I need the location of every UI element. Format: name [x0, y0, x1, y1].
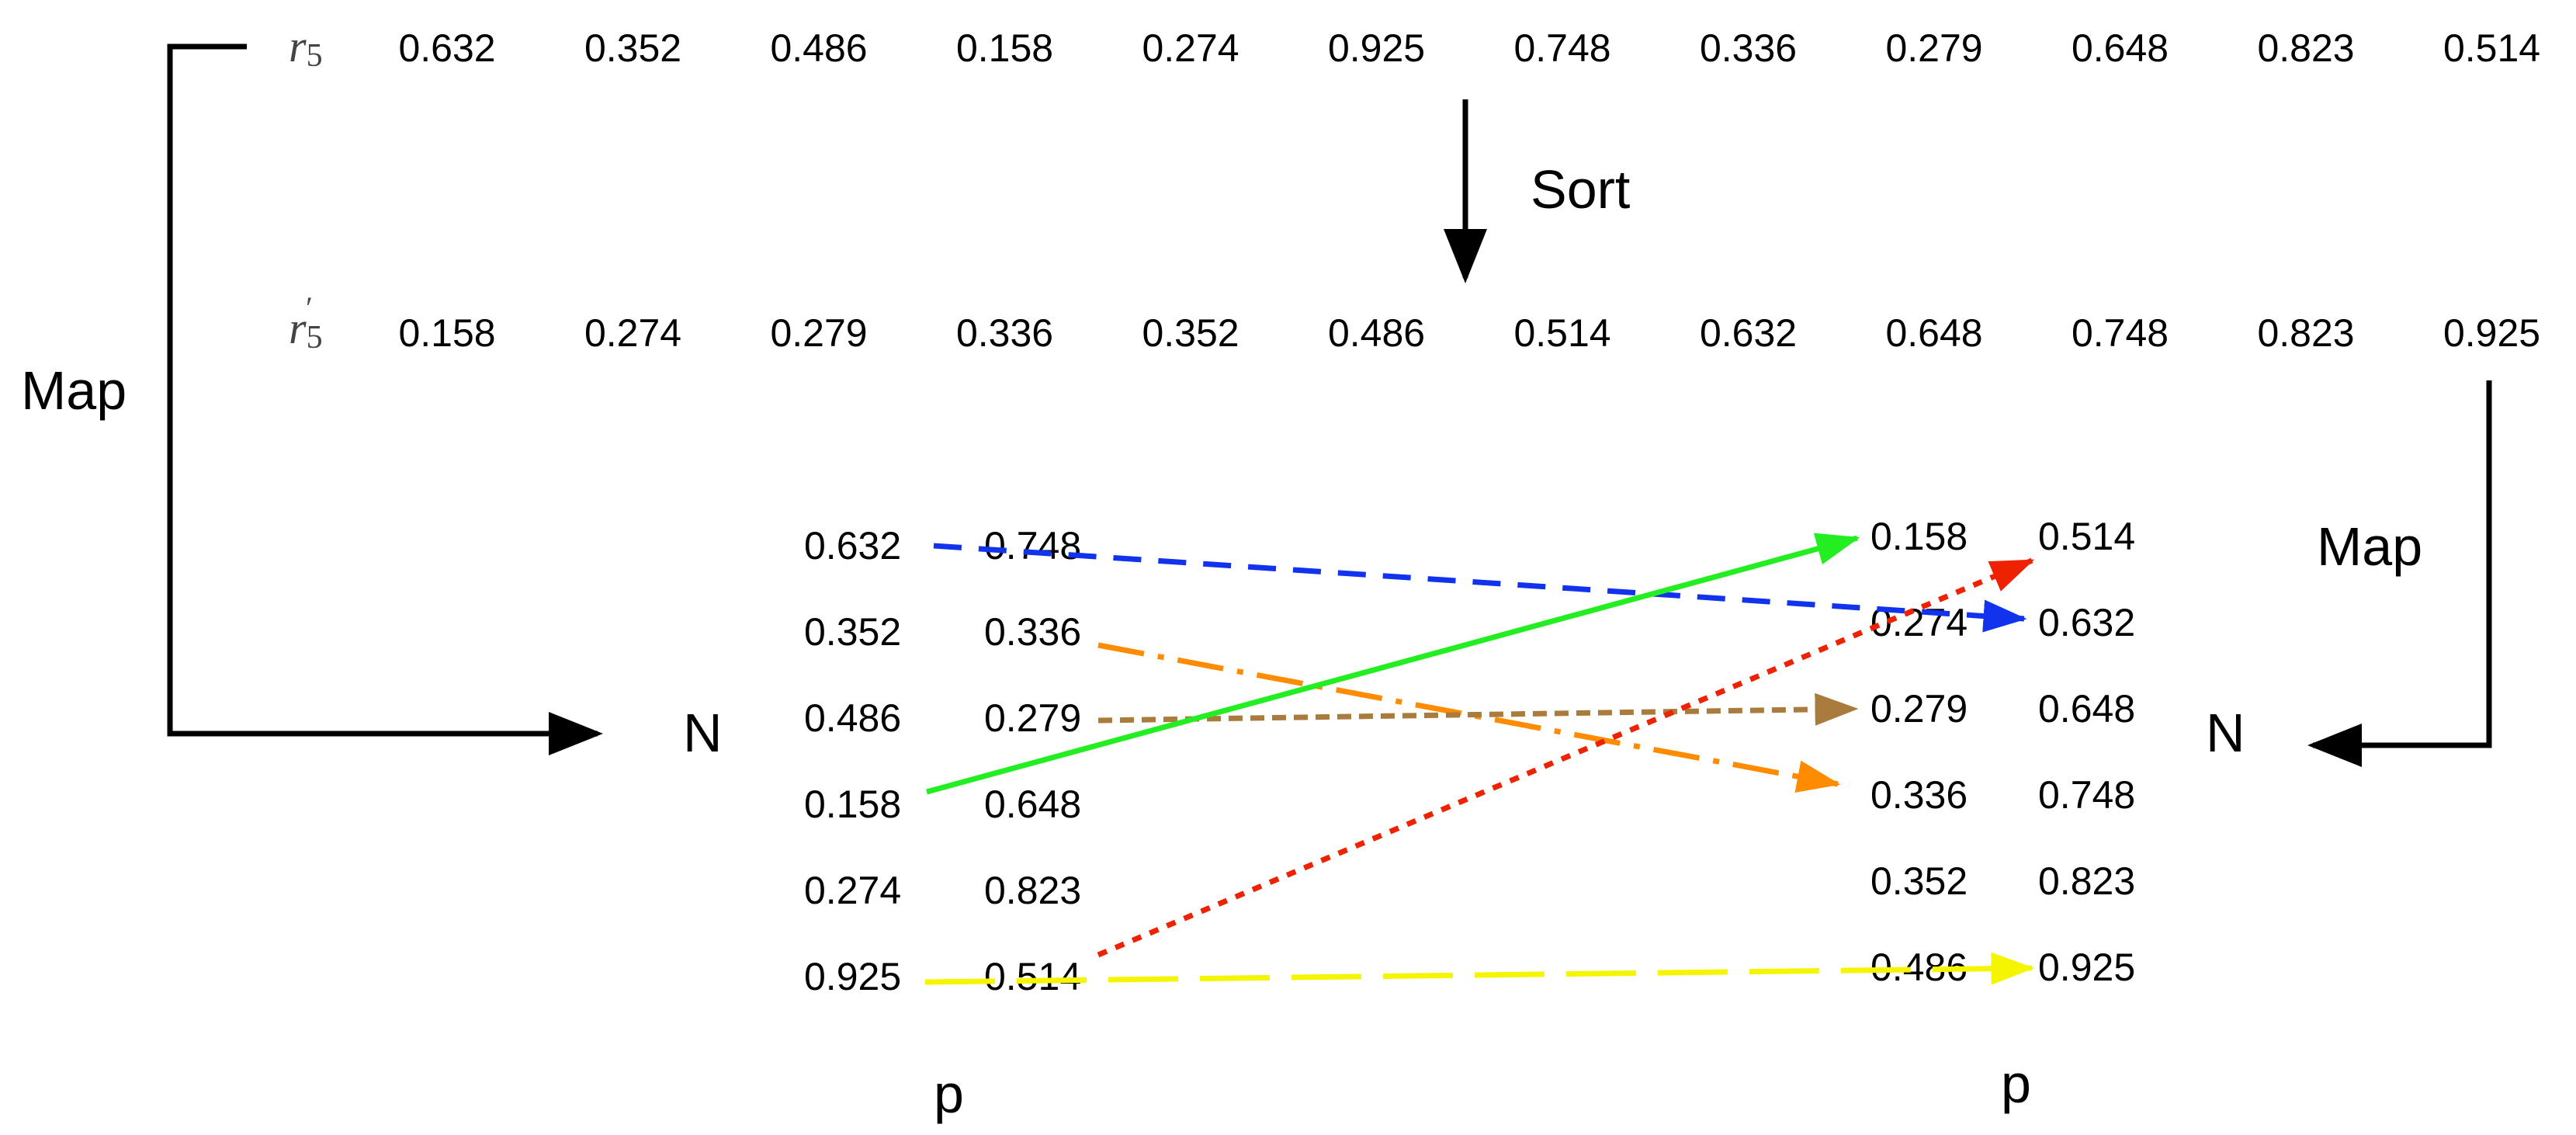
right-table-col2-cell: 0.632 — [2038, 601, 2135, 644]
r5-sorted-value: 0.514 — [1513, 311, 1610, 355]
right-p-label: p — [2001, 1053, 2031, 1114]
r5-sorted-value: 0.648 — [1885, 311, 1982, 355]
right-map-bracket — [2307, 380, 2492, 767]
blue-arrow — [933, 543, 2027, 633]
right-table-col2-cell: 0.648 — [2038, 687, 2135, 731]
r5-sorted-prime: ′ — [304, 290, 312, 325]
r5-value: 0.823 — [2257, 26, 2354, 70]
sort-label: Sort — [1531, 159, 1630, 220]
left-n-label: N — [683, 703, 723, 763]
right-table-col2-cell: 0.823 — [2038, 859, 2135, 903]
r5-value: 0.486 — [770, 26, 867, 70]
r5-label: r5 — [289, 21, 323, 74]
right-table-col2-cell: 0.748 — [2038, 773, 2135, 817]
left-p-label: p — [934, 1064, 964, 1124]
left-table: 0.632 0.352 0.486 0.158 0.274 0.925 0.748 0.336… — [804, 524, 1081, 998]
right-table-col2-cell: 0.514 — [2038, 515, 2135, 558]
orange-arrow — [1097, 642, 1841, 793]
right-n-label: N — [2206, 703, 2245, 763]
r5-value: 0.514 — [2443, 26, 2540, 70]
left-map-label: Map — [21, 360, 127, 421]
r5-sorted-value: 0.274 — [584, 311, 681, 355]
left-table-col1-cell: 0.632 — [804, 524, 901, 568]
r5-sorted-name: r — [289, 303, 307, 353]
r5-sorted-value: 0.925 — [2443, 311, 2540, 355]
r5-name: r — [289, 21, 307, 71]
yellow-arrow — [924, 952, 2035, 985]
r5-sorted-value: 0.336 — [956, 311, 1053, 355]
r5-value: 0.748 — [1513, 26, 1610, 70]
r5-sorted-subscript: 5 — [307, 320, 323, 356]
right-table-col1-cell: 0.336 — [1870, 773, 1968, 817]
r5-sorted-value: 0.632 — [1700, 311, 1797, 355]
r5-sorted-value: 0.823 — [2257, 311, 2354, 355]
left-table-col2-cell: 0.748 — [984, 524, 1081, 568]
r5-value: 0.158 — [956, 26, 1053, 70]
r5-sorted-value: 0.279 — [770, 311, 867, 355]
left-table-col2-cell: 0.823 — [984, 869, 1081, 912]
r5-subscript: 5 — [307, 38, 323, 74]
r5-value: 0.336 — [1700, 26, 1797, 70]
r5-sorted-label: r5′ — [289, 290, 323, 356]
right-table: 0.1580.2740.2790.3360.3520.4860.5140.632… — [1870, 515, 2135, 989]
right-map-label: Map — [2317, 516, 2422, 577]
left-table-col2-cell: 0.514 — [984, 955, 1081, 998]
brown-arrow — [1097, 692, 1859, 726]
left-table-col1-cell: 0.486 — [804, 696, 901, 740]
r5-sorted-value: 0.748 — [2072, 311, 2169, 355]
r5-sorted-value: 0.352 — [1142, 311, 1239, 355]
right-table-col1-cell: 0.352 — [1870, 859, 1968, 903]
left-table-col1-cell: 0.158 — [804, 783, 901, 826]
r5-value: 0.274 — [1142, 26, 1239, 70]
left-table-col1-cell: 0.352 — [804, 610, 901, 654]
r5-value: 0.632 — [398, 26, 495, 70]
r5-values-row: 0.632 0.352 0.486 0.158 0.274 0.925 0.748 0.336… — [398, 26, 2540, 70]
right-table-col1-cell: 0.279 — [1870, 687, 1968, 731]
r5-sorted-values-row: 0.158 0.274 0.279 0.336 0.352 0.486 0.514 0.632… — [398, 311, 2540, 355]
right-table-col1-cell: 0.158 — [1870, 515, 1968, 558]
r5-sorted-value: 0.158 — [398, 311, 495, 355]
right-table-col2-cell: 0.925 — [2038, 946, 2135, 989]
left-table-col1-cell: 0.925 — [804, 955, 901, 998]
r5-value: 0.352 — [584, 26, 681, 70]
left-table-col1-cell: 0.274 — [804, 869, 901, 912]
left-table-col2-cell: 0.279 — [984, 696, 1081, 740]
green-arrow — [926, 533, 1860, 795]
r5-value: 0.279 — [1885, 26, 1982, 70]
red-arrow — [1097, 557, 2035, 958]
r5-value: 0.925 — [1328, 26, 1425, 70]
r5-value: 0.648 — [2072, 26, 2169, 70]
r5-sorted-value: 0.486 — [1328, 311, 1425, 355]
left-table-col2-cell: 0.648 — [984, 783, 1081, 826]
left-table-col2-cell: 0.336 — [984, 610, 1081, 654]
left-map-bracket — [167, 43, 603, 755]
